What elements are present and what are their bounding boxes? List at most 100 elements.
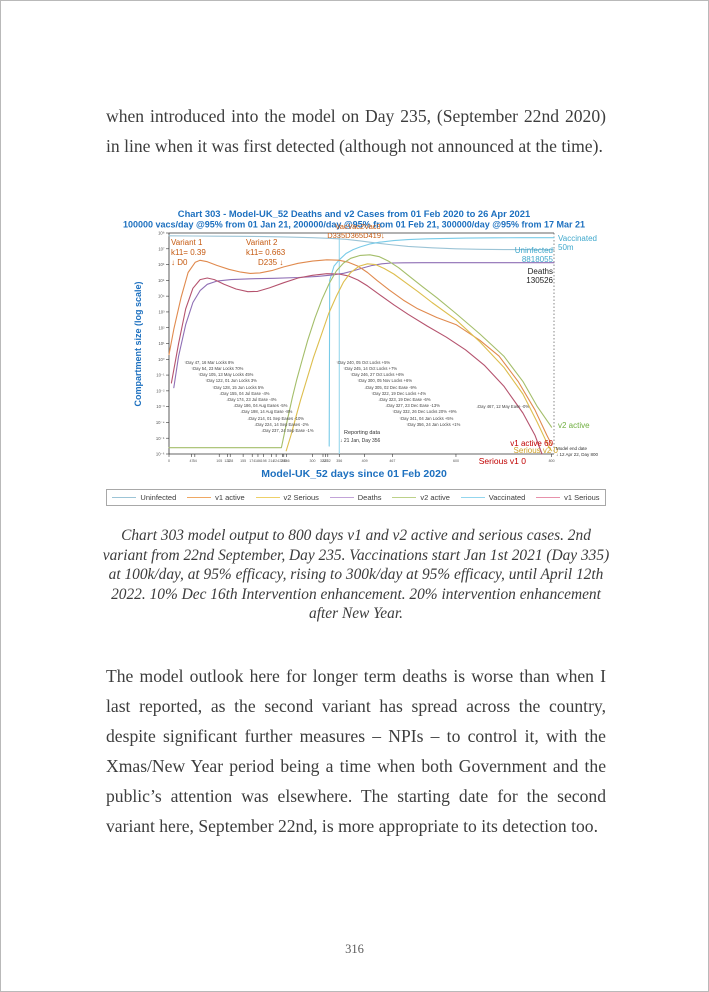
y-tick-label: 10⁻¹ bbox=[156, 373, 165, 378]
chart-subtitle: 100000 vacs/day @95% from 01 Jan 21, 200… bbox=[123, 220, 585, 230]
x-tick-label: 155 bbox=[240, 459, 246, 463]
chart-legend: Uninfected v1 active v2 Serious Deaths v2 ac… bbox=[106, 489, 606, 506]
x-tick-label: 332 bbox=[325, 459, 331, 463]
chart-annotation: ↑Day 341, 04 Jan Locks +5% bbox=[399, 416, 454, 421]
x-tick-label: 128 bbox=[227, 459, 233, 463]
chart-annotation: Serious v1 0 bbox=[479, 456, 527, 466]
page-number: 316 bbox=[345, 942, 364, 956]
x-tick-label: 246 bbox=[284, 459, 290, 463]
y-tick-label: 10⁻⁴ bbox=[156, 420, 165, 425]
y-tick-label: 10⁴ bbox=[158, 294, 165, 299]
y-tick-label: 10⁻² bbox=[156, 388, 165, 393]
series-v2-active bbox=[168, 254, 553, 449]
chart-annotation: ↓Day 186, 04 Aug Eases -5% bbox=[233, 403, 288, 408]
y-tick-label: 10⁻⁶ bbox=[156, 452, 165, 457]
y-tick-label: 10⁻³ bbox=[156, 404, 165, 409]
chart-annotation: ↓ D0 bbox=[171, 258, 188, 267]
chart-annotation: ↑Day 356, 24 Jan Locks +1% bbox=[406, 422, 461, 427]
legend-item: Uninfected bbox=[112, 493, 176, 502]
chart-annotation: v1 active 60 bbox=[510, 439, 553, 448]
y-tick-label: 10³ bbox=[158, 310, 165, 315]
chart-annotation: ↓ 12 Apr 22, Day 800 bbox=[556, 452, 599, 457]
y-tick-label: 10⁵ bbox=[158, 278, 165, 283]
chart-annotation: ↑Day 54, 23 Mar Locks 70% bbox=[191, 366, 244, 371]
x-tick-label: 54 bbox=[193, 459, 197, 463]
chart-annotation: ↓Day 174, 23 Jul Ease -4% bbox=[226, 397, 277, 402]
x-tick-label: 300 bbox=[309, 459, 315, 463]
legend-line-swatch bbox=[255, 497, 280, 498]
legend-line-swatch bbox=[460, 497, 485, 498]
y-tick-label: 10¹ bbox=[158, 341, 165, 346]
chart-caption: Chart 303 model output to 800 days v1 an… bbox=[102, 527, 610, 623]
y-axis-label: Compartment size (log scale) bbox=[133, 281, 143, 406]
y-tick-label: 10⁷ bbox=[158, 246, 165, 251]
chart-annotation: 50m bbox=[558, 243, 574, 252]
chart-block: Chart 303 - Model-UK_52 Deaths and v2 Ca… bbox=[106, 204, 666, 504]
y-tick-label: 10⁸ bbox=[158, 231, 165, 236]
chart-annotation: v2 active bbox=[558, 421, 590, 430]
y-tick-label: 10⁶ bbox=[158, 262, 165, 267]
x-tick-label: 214 bbox=[268, 459, 274, 463]
legend-line-swatch bbox=[187, 497, 212, 498]
series-v1-active bbox=[168, 259, 553, 446]
chart-annotation: VacVac2Vac3 bbox=[335, 222, 380, 231]
chart-annotation: ↓Day 198, 14 Aug Ease -8% bbox=[240, 409, 293, 414]
model-chart: Chart 303 - Model-UK_52 Deaths and v2 Ca… bbox=[123, 208, 599, 480]
chart-annotation: Vaccinated bbox=[558, 234, 597, 243]
x-tick-label: 122 bbox=[224, 459, 230, 463]
x-tick-label: 105 bbox=[216, 459, 222, 463]
legend-label: v1 Serious bbox=[564, 493, 600, 502]
x-tick-label: 600 bbox=[453, 459, 459, 463]
chart-annotation: ↓Day 323, 19 Dec Ease -6% bbox=[378, 397, 431, 402]
legend-label: v2 Serious bbox=[283, 493, 319, 502]
legend-item: v2 Serious bbox=[255, 493, 319, 502]
chart-title: Chart 303 - Model-UK_52 Deaths and v2 Ca… bbox=[178, 208, 530, 219]
chart-annotation: ↑Day 240, 05 Oct Locks +5% bbox=[336, 360, 390, 365]
paragraph-top: when introduced into the model on Day 23… bbox=[106, 105, 606, 156]
chart-annotation: Uninfected bbox=[515, 246, 553, 255]
chart-annotation: ↓Day 155, 04 Jul Ease -4% bbox=[219, 391, 270, 396]
legend-item: Deaths bbox=[329, 493, 382, 502]
chart-annotation: Model end date bbox=[556, 446, 588, 451]
legend-item: v2 active bbox=[392, 493, 450, 502]
chart-annotation: Serious v2 0 bbox=[514, 446, 559, 455]
paragraph-bottom: The model outlook here for longer term d… bbox=[106, 665, 606, 836]
y-tick-label: 10⁰ bbox=[158, 357, 165, 362]
chart-annotation: ↑Day 246, 27 Oct Locks +6% bbox=[350, 372, 404, 377]
chart-annotation: Reporting data bbox=[344, 430, 381, 436]
chart-annotation: ↑Day 300, 05 Nov Locks +6% bbox=[357, 378, 412, 383]
chart-annotation: D235 ↓ bbox=[258, 258, 283, 267]
legend-item: v1 Serious bbox=[536, 493, 600, 502]
chart-annotation: k11= 0.663 bbox=[246, 248, 286, 257]
x-tick-label: 174 bbox=[249, 459, 255, 463]
x-tick-label: 186 bbox=[255, 459, 261, 463]
legend-label: v1 active bbox=[215, 493, 245, 502]
chart-annotation: ↓Day 305, 02 Dec Ease -9% bbox=[364, 385, 417, 390]
series-vaccinated bbox=[328, 237, 555, 447]
x-tick-label: 356 bbox=[336, 459, 342, 463]
chart-annotation: ↑Day 332, 26 Dec Locks 20% +9% bbox=[392, 409, 457, 414]
chart-annotation: D335D365D419↓ bbox=[327, 231, 385, 240]
legend-line-swatch bbox=[112, 497, 137, 498]
chart-annotation: ↓Day 237, 24 Sep Ease -1% bbox=[261, 428, 314, 433]
x-tick-label: 224 bbox=[273, 459, 279, 463]
chart-annotation: ↑Day 47, 16 Mar Locks 8% bbox=[184, 360, 234, 365]
chart-annotation: 8818055 bbox=[522, 255, 554, 264]
chart-annotation: 130526 bbox=[526, 276, 553, 285]
chart-annotation: Variant 2 bbox=[246, 238, 278, 247]
legend-label: Deaths bbox=[357, 493, 382, 502]
chart-annotation: Deaths bbox=[528, 267, 553, 276]
x-tick-label: 237 bbox=[279, 459, 285, 463]
x-tick-label: 0 bbox=[168, 459, 170, 463]
x-tick-label: 47 bbox=[189, 459, 193, 463]
series-v2-serious bbox=[285, 263, 553, 452]
series-deaths bbox=[173, 262, 555, 389]
chart-annotation: ↓Day 214, 01 Sep Eases -10% bbox=[247, 416, 304, 421]
x-tick-label: 240 bbox=[281, 459, 287, 463]
chart-annotation: ↑Day 128, 15 Jun Locks 5% bbox=[212, 385, 264, 390]
y-tick-label: 10⁻⁵ bbox=[156, 436, 165, 441]
x-tick-label: 467 bbox=[389, 459, 395, 463]
chart-annotation: ↓Day 224, 14 Sep Eases -2% bbox=[254, 422, 309, 427]
legend-line-swatch bbox=[536, 497, 561, 498]
